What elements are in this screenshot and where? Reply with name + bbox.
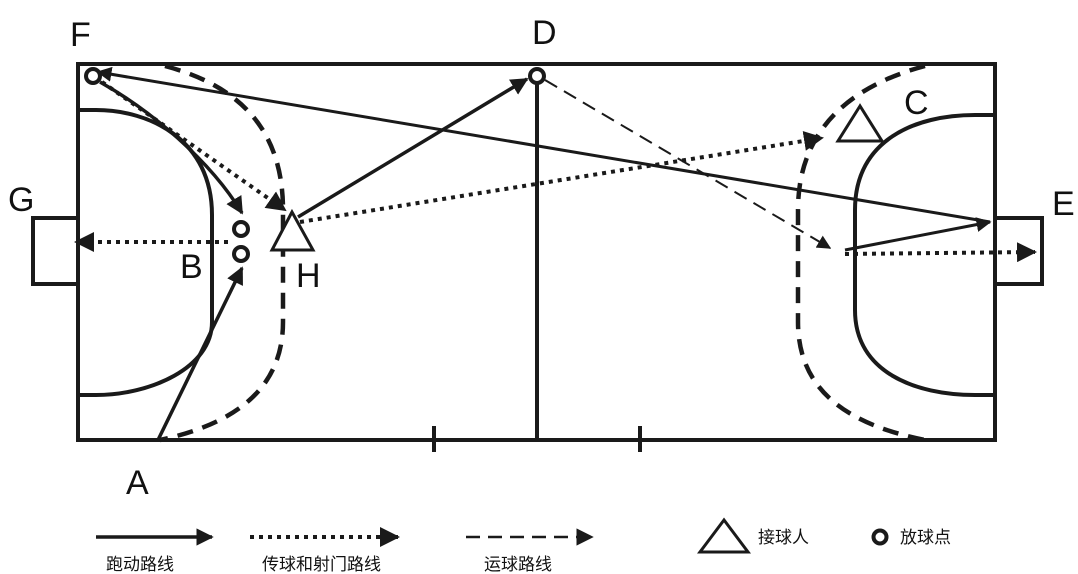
legend-pass-shoot-route-label: 传球和射门路线	[262, 555, 381, 574]
right-goal	[995, 216, 1044, 286]
legend-dribble-route: 运球路线	[466, 528, 594, 574]
label-c: C	[904, 84, 929, 122]
left-goal	[31, 216, 78, 286]
right-free-throw-line	[795, 63, 926, 443]
dribble-route-d	[544, 79, 832, 249]
legend-run-route-label: 跑动路线	[106, 555, 174, 574]
legend-pass-shoot-route: 传球和射门路线	[250, 527, 400, 574]
run-route-e-to-f	[96, 66, 991, 224]
legend-run-route: 跑动路线	[96, 528, 214, 574]
shoot-route-to-goal	[844, 242, 1037, 263]
legend-receiver-triangle-icon	[697, 517, 751, 554]
label-f: F	[70, 16, 91, 54]
run-route-to-e	[844, 217, 992, 252]
legend-ball-spot: 放球点	[871, 528, 951, 548]
legend-ball-spot-label: 放球点	[900, 528, 951, 548]
point-labels: F D C G E B H A	[8, 14, 1075, 502]
label-a: A	[126, 464, 149, 502]
ball-spot-b-upper	[232, 220, 250, 238]
ball-spot-b-lower	[232, 245, 250, 263]
label-d: D	[532, 14, 557, 52]
run-route-h-to-d	[297, 77, 529, 219]
pass-route-f-to-h	[100, 80, 287, 212]
label-g: G	[8, 181, 34, 219]
pass-route-h-to-c	[299, 130, 824, 224]
legend-receiver: 接球人	[697, 517, 809, 554]
ball-spot-d	[528, 67, 546, 85]
court	[31, 62, 1044, 452]
legend-dribble-route-label: 运球路线	[484, 555, 552, 574]
run-route-f-to-b	[99, 80, 244, 215]
receiver-c	[835, 103, 885, 143]
left-goal-area	[78, 108, 214, 397]
legend-ball-spot-circle-icon	[871, 528, 889, 546]
label-e: E	[1052, 185, 1075, 223]
legend: 跑动路线 传球和射门路线 运球路线 接球人 放球点	[96, 517, 951, 574]
label-h: H	[296, 257, 321, 295]
markers	[84, 67, 885, 263]
label-b: B	[180, 248, 203, 286]
legend-receiver-label: 接球人	[758, 528, 809, 548]
run-route-a-to-b	[156, 266, 244, 441]
left-free-throw-line	[159, 63, 286, 443]
ball-spot-f	[84, 67, 102, 85]
routes	[74, 66, 1037, 441]
receiver-h	[269, 208, 316, 252]
right-goal-area	[853, 113, 995, 397]
